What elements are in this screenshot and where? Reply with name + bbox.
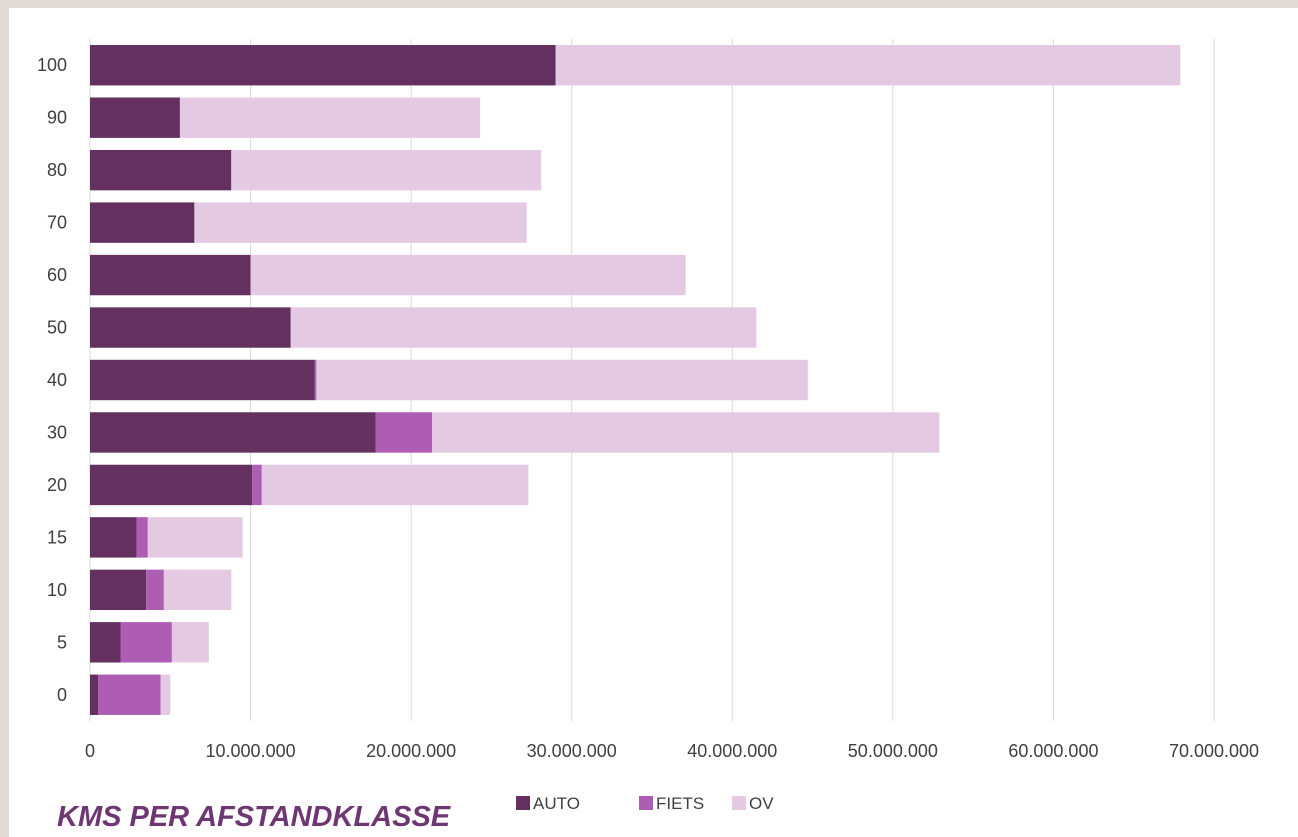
bar-auto-90 <box>90 97 180 138</box>
y-tick-label: 20 <box>47 475 67 495</box>
x-tick-label: 20.000.000 <box>366 741 456 761</box>
bar-ov-80 <box>231 149 542 191</box>
legend-label-ov: OV <box>749 794 774 813</box>
legend-swatch-auto <box>516 796 530 810</box>
legend-label-fiets: FIETS <box>656 794 704 813</box>
bar-ov-90 <box>179 97 481 138</box>
bar-fiets-10 <box>146 569 164 611</box>
bar-fiets-30 <box>375 412 433 453</box>
bar-ov-20 <box>261 464 529 506</box>
bar-auto-10 <box>90 569 147 611</box>
bar-chart: 0 10.000.000 20.000.000 30.000.000 40.000.00… <box>37 39 1259 813</box>
y-tick-label: 10 <box>47 580 67 600</box>
bar-auto-60 <box>90 254 251 296</box>
bar-auto-0 <box>90 674 99 715</box>
bar-ov-10 <box>163 569 232 611</box>
bar-ov-50 <box>290 307 757 348</box>
x-tick-label: 70.000.000 <box>1169 741 1259 761</box>
y-tick-label: 50 <box>47 318 67 338</box>
y-tick-label: 60 <box>47 265 67 285</box>
x-tick-label: 60.000.000 <box>1008 741 1098 761</box>
bar-fiets-5 <box>120 622 172 663</box>
bar-auto-50 <box>90 307 291 348</box>
bar-auto-30 <box>90 412 376 453</box>
bar-fiets-20 <box>252 464 262 506</box>
y-tick-label: 0 <box>57 685 67 705</box>
legend-label-auto: AUTO <box>533 794 580 813</box>
legend-swatch-fiets <box>639 796 653 810</box>
bar-auto-40 <box>90 359 315 401</box>
bar-auto-100 <box>90 45 556 86</box>
bar-auto-15 <box>90 517 137 558</box>
bar-ov-70 <box>194 202 527 243</box>
x-tick-label: 30.000.000 <box>527 741 617 761</box>
bar-ov-5 <box>171 622 209 663</box>
y-tick-label: 15 <box>47 527 67 547</box>
legend-swatch-ov <box>732 796 746 810</box>
chart-card: 0 10.000.000 20.000.000 30.000.000 40.000.00… <box>9 8 1298 837</box>
bar-fiets-40 <box>314 359 317 401</box>
bar-auto-20 <box>90 464 253 506</box>
x-tick-label: 10.000.000 <box>206 741 296 761</box>
y-tick-label: 40 <box>47 370 67 390</box>
y-tick-label: 90 <box>47 108 67 128</box>
bar-auto-80 <box>90 149 232 191</box>
bar-auto-5 <box>90 622 121 663</box>
bar-ov-100 <box>555 45 1181 86</box>
bar-ov-40 <box>316 359 808 401</box>
y-tick-label: 100 <box>37 55 67 75</box>
x-tick-label: 0 <box>85 741 95 761</box>
bar-ov-60 <box>250 254 686 296</box>
y-tick-label: 5 <box>57 632 67 652</box>
x-tick-label: 50.000.000 <box>848 741 938 761</box>
bar-fiets-15 <box>136 517 148 558</box>
x-tick-label: 40.000.000 <box>687 741 777 761</box>
bar-ov-0 <box>160 674 171 715</box>
bar-ov-15 <box>147 517 243 558</box>
bar-auto-70 <box>90 202 195 243</box>
y-tick-label: 80 <box>47 160 67 180</box>
chart-title: KMS PER AFSTANDKLASSE <box>57 801 451 833</box>
y-tick-label: 70 <box>47 213 67 233</box>
y-tick-label: 30 <box>47 422 67 442</box>
bar-fiets-0 <box>98 674 161 715</box>
bar-ov-30 <box>432 412 940 453</box>
